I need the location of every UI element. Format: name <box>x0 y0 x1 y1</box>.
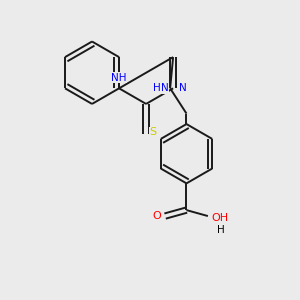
Text: H: H <box>218 225 225 235</box>
Text: H: H <box>154 83 161 93</box>
Text: S: S <box>149 127 156 137</box>
Text: NH: NH <box>111 73 127 83</box>
Text: O: O <box>153 211 161 221</box>
Text: N: N <box>161 83 169 93</box>
Text: OH: OH <box>212 212 229 223</box>
Text: N: N <box>179 83 187 93</box>
